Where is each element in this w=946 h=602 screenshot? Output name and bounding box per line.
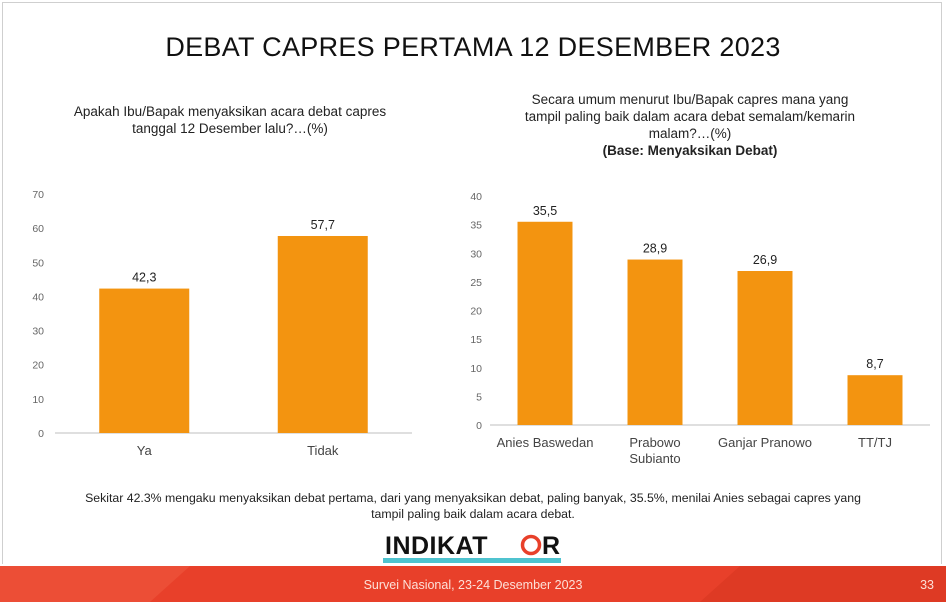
x-category-label: Prabowo <box>629 435 680 450</box>
bar <box>737 270 793 425</box>
y-tick-label: 0 <box>476 420 482 432</box>
x-category-label: Ya <box>137 443 153 458</box>
left-question-line-1: Apakah Ibu/Bapak menyaksikan acara debat… <box>73 104 387 119</box>
data-label: 8,7 <box>866 357 883 371</box>
bar <box>277 235 368 433</box>
y-tick-label: 25 <box>470 277 482 289</box>
left-question-line-2: tanggal 12 Desember lalu?…(%) <box>132 121 328 136</box>
x-category-label: Anies Baswedan <box>497 435 594 450</box>
y-tick-label: 30 <box>32 326 44 338</box>
summary-note-line-2: tampil paling baik dalam acara debat. <box>371 507 575 521</box>
data-label: 35,5 <box>533 204 557 218</box>
y-tick-label: 60 <box>32 223 44 235</box>
bar <box>847 375 903 425</box>
slide-frame <box>2 2 942 564</box>
right-chart-question: Secara umum menurut Ibu/Bapak capres man… <box>470 91 910 159</box>
indikator-logo: INDIKAT R <box>383 532 561 563</box>
right-question-line-3: malam?…(%) <box>648 126 732 141</box>
logo-underline <box>383 558 561 563</box>
slide-title: DEBAT CAPRES PERTAMA 12 DESEMBER 2023 <box>165 32 781 62</box>
right-question-line-2: tampil paling baik dalam acara debat sem… <box>524 109 856 124</box>
left-bar-chart: 0 10 20 30 40 50 60 70 42,3 Ya 57,7 Tidak <box>32 189 412 458</box>
right-question-base: (Base: Menyaksikan Debat) <box>602 143 778 158</box>
data-label: 42,3 <box>132 271 156 285</box>
x-category-label: Ganjar Pranowo <box>718 435 812 450</box>
data-label: 28,9 <box>643 242 667 256</box>
x-category-label: TT/TJ <box>858 435 892 450</box>
y-tick-label: 50 <box>32 257 44 269</box>
logo-text-right: R <box>542 532 560 560</box>
summary-note-line-1: Sekitar 42.3% mengaku menyaksikan debat … <box>85 491 861 505</box>
y-tick-label: 35 <box>470 220 482 232</box>
y-tick-label: 40 <box>470 191 482 203</box>
footer-survey-text: Survei Nasional, 23-24 Desember 2023 <box>363 578 583 592</box>
right-bar-chart: 0 5 10 15 20 25 30 35 40 35,5 Anies Baswedan 28,9 Pr… <box>470 191 930 466</box>
summary-note: Sekitar 42.3% mengaku menyaksikan debat … <box>40 490 906 522</box>
y-tick-label: 40 <box>32 291 44 303</box>
y-tick-label: 30 <box>470 248 482 260</box>
y-tick-label: 10 <box>32 394 44 406</box>
bar <box>627 259 683 425</box>
bar <box>517 221 573 425</box>
y-tick-label: 70 <box>32 189 44 201</box>
y-tick-label: 5 <box>476 391 482 403</box>
y-tick-label: 20 <box>32 360 44 372</box>
y-tick-label: 20 <box>470 306 482 318</box>
x-category-label: Tidak <box>307 443 339 458</box>
y-tick-label: 15 <box>470 334 482 346</box>
logo-text-left: INDIKAT <box>385 532 488 560</box>
x-category-label: Subianto <box>629 451 680 466</box>
right-question-line-1: Secara umum menurut Ibu/Bapak capres man… <box>531 92 849 107</box>
y-tick-label: 10 <box>470 363 482 375</box>
footer-bar: Survei Nasional, 23-24 Desember 2023 33 <box>0 566 946 602</box>
y-tick-label: 0 <box>38 428 44 440</box>
logo-ring-icon <box>520 534 542 556</box>
footer-decoration <box>0 566 946 602</box>
data-label: 57,7 <box>311 218 335 232</box>
page-number: 33 <box>920 578 934 592</box>
data-label: 26,9 <box>753 253 777 267</box>
left-chart-question: Apakah Ibu/Bapak menyaksikan acara debat… <box>40 103 420 137</box>
bar <box>99 288 190 433</box>
